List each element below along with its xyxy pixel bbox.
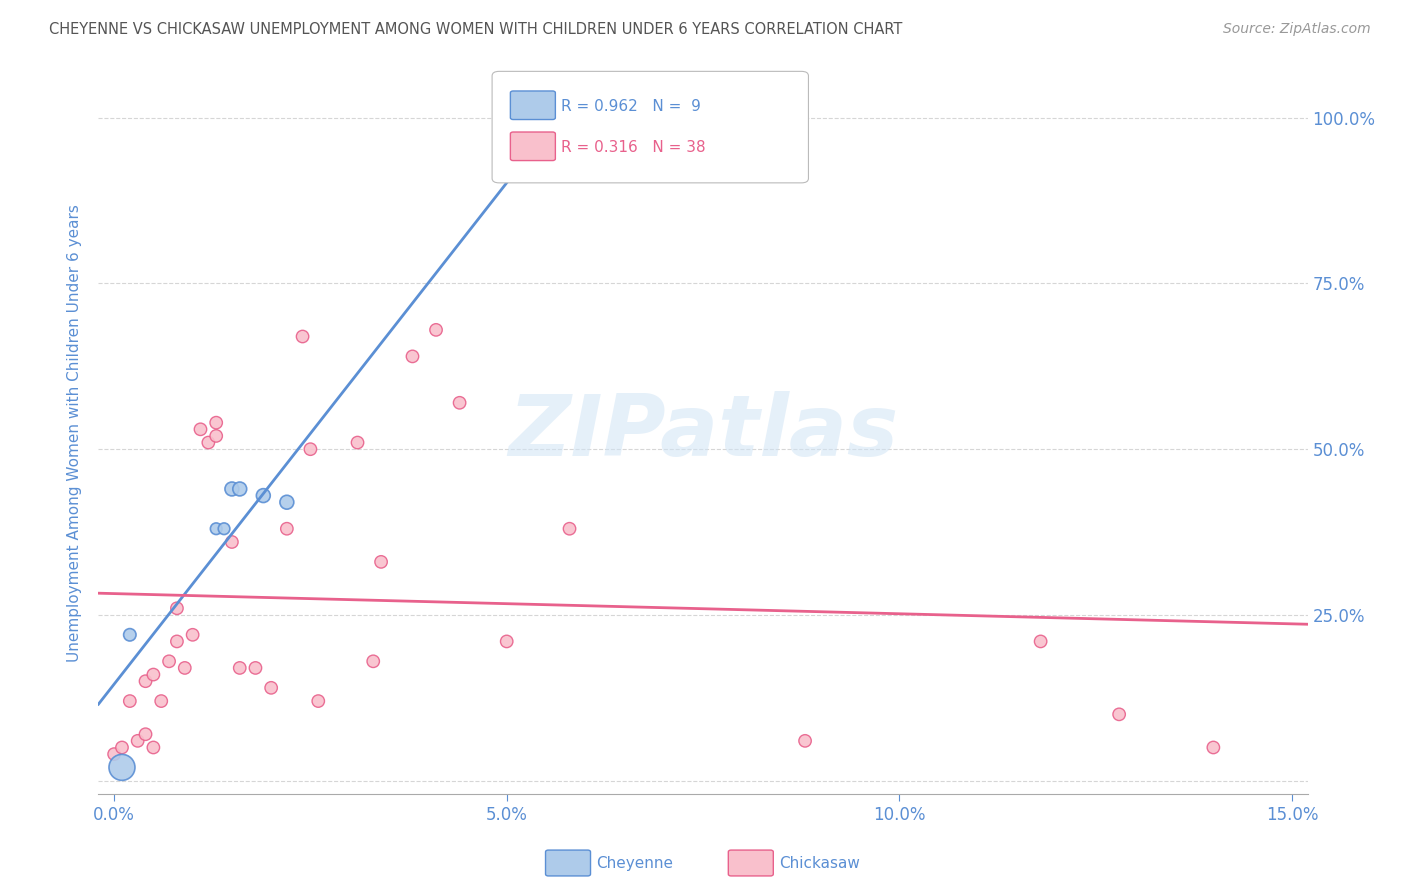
Point bbox=[299, 442, 322, 457]
Point bbox=[118, 694, 141, 708]
Point bbox=[142, 740, 165, 755]
Point bbox=[1108, 707, 1130, 722]
Point bbox=[166, 601, 188, 615]
Point bbox=[425, 323, 447, 337]
Text: R = 0.316   N = 38: R = 0.316 N = 38 bbox=[561, 140, 706, 154]
Text: Chickasaw: Chickasaw bbox=[779, 856, 860, 871]
Point bbox=[103, 747, 125, 761]
Point bbox=[307, 694, 329, 708]
Point bbox=[205, 522, 228, 536]
Point bbox=[543, 130, 565, 145]
Point bbox=[495, 634, 517, 648]
Point bbox=[276, 522, 298, 536]
Point bbox=[229, 661, 252, 675]
Point bbox=[150, 694, 173, 708]
Point bbox=[166, 634, 188, 648]
Text: Cheyenne: Cheyenne bbox=[596, 856, 673, 871]
Y-axis label: Unemployment Among Women with Children Under 6 years: Unemployment Among Women with Children U… bbox=[67, 203, 83, 662]
Point bbox=[221, 535, 243, 549]
Point bbox=[245, 661, 267, 675]
Point bbox=[127, 734, 149, 748]
Text: R = 0.962   N =  9: R = 0.962 N = 9 bbox=[561, 99, 700, 113]
Point bbox=[142, 667, 165, 681]
Point bbox=[558, 522, 581, 536]
Point bbox=[173, 661, 195, 675]
Point bbox=[197, 435, 219, 450]
Point bbox=[212, 522, 235, 536]
Point bbox=[260, 681, 283, 695]
Point bbox=[205, 429, 228, 443]
Text: CHEYENNE VS CHICKASAW UNEMPLOYMENT AMONG WOMEN WITH CHILDREN UNDER 6 YEARS CORRE: CHEYENNE VS CHICKASAW UNEMPLOYMENT AMONG… bbox=[49, 22, 903, 37]
Point bbox=[1202, 740, 1225, 755]
Point bbox=[361, 654, 384, 668]
Point bbox=[205, 416, 228, 430]
Point bbox=[291, 329, 314, 343]
Point bbox=[252, 489, 274, 503]
Point bbox=[111, 760, 134, 774]
Text: Source: ZipAtlas.com: Source: ZipAtlas.com bbox=[1223, 22, 1371, 37]
Point bbox=[118, 628, 141, 642]
Point bbox=[1029, 634, 1052, 648]
Point bbox=[370, 555, 392, 569]
Point bbox=[111, 740, 134, 755]
Point bbox=[135, 727, 157, 741]
Point bbox=[221, 482, 243, 496]
Text: ZIPatlas: ZIPatlas bbox=[508, 391, 898, 475]
Point bbox=[794, 734, 817, 748]
Point bbox=[346, 435, 368, 450]
Point bbox=[157, 654, 180, 668]
Point bbox=[229, 482, 252, 496]
Point bbox=[190, 422, 212, 436]
Point bbox=[135, 674, 157, 689]
Point bbox=[276, 495, 298, 509]
Point bbox=[401, 350, 423, 364]
Point bbox=[449, 396, 471, 410]
Point bbox=[181, 628, 204, 642]
